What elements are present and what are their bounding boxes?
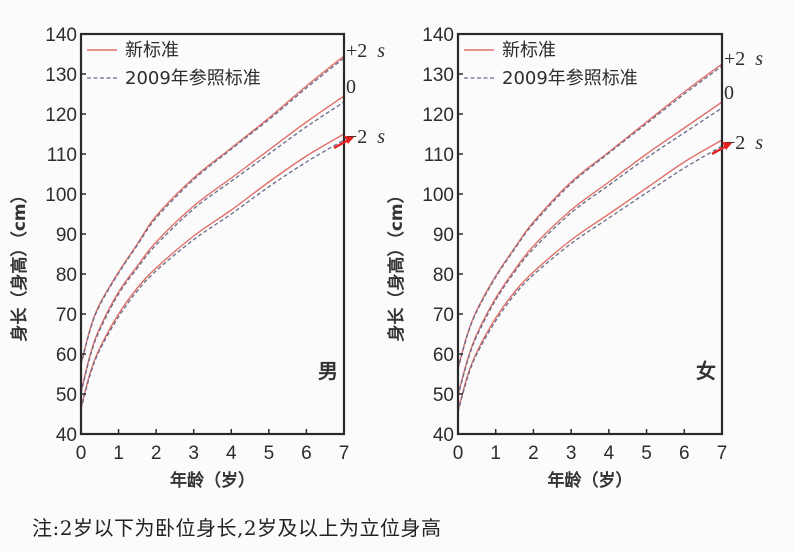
x-tick-label: 7 [717, 443, 728, 464]
x-tick-label: 3 [188, 443, 199, 464]
sd-annotation: 0 [724, 82, 734, 104]
x-axis-label: 年龄（岁） [548, 470, 633, 491]
sd-annotation: −2 s [724, 132, 763, 154]
y-tick-label: 120 [45, 105, 77, 126]
x-tick-label: 6 [679, 443, 690, 464]
y-tick-label: 90 [433, 225, 454, 246]
sd-annotation: +2 s [724, 48, 763, 70]
y-tick-label: 80 [433, 265, 454, 286]
ref-2009-curve [80, 57, 345, 366]
x-tick-label: 0 [453, 443, 464, 464]
y-tick-label: 110 [424, 145, 454, 166]
sd-annotation: 0 [346, 76, 356, 98]
panel-sex-label: 男 [318, 359, 338, 383]
chart-panel-girls: 40 50 60 70 80 90 100 110 120 130 140 0 1 2 3 4 5 6 7 年龄（岁）… [386, 25, 763, 491]
y-axis-label: 身长（身高）（cm） [9, 186, 30, 341]
plot-frame [79, 32, 346, 436]
ref-2009-curve [457, 65, 723, 370]
x-axis-label: 年龄（岁） [170, 470, 255, 491]
new-standard-curve [80, 95, 345, 393]
legend-2009-reference: 2009年参照标准 [502, 68, 638, 89]
y-tick-label: 90 [56, 225, 77, 246]
y-tick-label: 120 [422, 105, 454, 126]
x-tick-label: 5 [264, 443, 275, 464]
y-tick-label: 70 [56, 305, 77, 326]
x-tick-label: 5 [641, 443, 652, 464]
panel-sex-label: 女 [696, 359, 716, 383]
x-tick-label: 1 [113, 443, 124, 464]
y-tick-label: 140 [422, 25, 454, 46]
new-standard-curve [80, 55, 345, 365]
y-tick-label: 50 [433, 385, 454, 406]
x-tick-label: 1 [490, 443, 501, 464]
y-tick-label: 60 [433, 345, 454, 366]
y-tick-label: 80 [56, 265, 77, 286]
ref-2009-curve [80, 139, 345, 410]
x-tick-label: 7 [339, 443, 350, 464]
new-standard-curve [457, 63, 723, 369]
new-standard-curve [457, 139, 723, 411]
ref-2009-curve [457, 145, 723, 413]
x-tick-label: 3 [566, 443, 577, 464]
red-arrowhead-icon [344, 136, 354, 144]
y-tick-label: 60 [56, 345, 77, 366]
y-tick-label: 100 [45, 185, 77, 206]
x-tick-label: 0 [76, 443, 87, 464]
y-tick-label: 140 [45, 25, 77, 46]
y-axis-label: 身长（身高）（cm） [386, 186, 407, 341]
new-standard-curve [80, 133, 345, 409]
figure-note: 注:2岁以下为卧位身长,2岁及以上为立位身高 [32, 516, 442, 540]
y-tick-label: 70 [433, 305, 454, 326]
y-tick-label: 110 [47, 145, 77, 166]
legend-2009-reference: 2009年参照标准 [125, 68, 261, 89]
ref-2009-curve [80, 101, 345, 394]
y-tick-label: 130 [422, 65, 454, 86]
sd-annotation: −2 s [346, 126, 385, 148]
x-tick-label: 6 [301, 443, 312, 464]
x-tick-label: 2 [528, 443, 539, 464]
ref-2009-curve [457, 107, 723, 397]
x-tick-label: 4 [604, 443, 615, 464]
y-tick-label: 40 [56, 425, 77, 446]
y-tick-label: 50 [56, 385, 77, 406]
sd-annotation: +2 s [346, 40, 385, 62]
chart-panel-boys: 40 50 60 70 80 90 100 110 120 130 140 0 1 2 3 4 5 6 7 年龄（岁）… [9, 25, 385, 491]
legend-new-standard: 新标准 [125, 40, 179, 61]
y-tick-label: 130 [45, 65, 77, 86]
y-tick-label: 100 [422, 185, 454, 206]
new-standard-curve [457, 101, 723, 395]
x-tick-label: 2 [151, 443, 162, 464]
legend-new-standard: 新标准 [502, 40, 556, 61]
red-arrowhead-icon [722, 142, 732, 150]
x-tick-label: 4 [226, 443, 237, 464]
y-tick-label: 40 [433, 425, 454, 446]
